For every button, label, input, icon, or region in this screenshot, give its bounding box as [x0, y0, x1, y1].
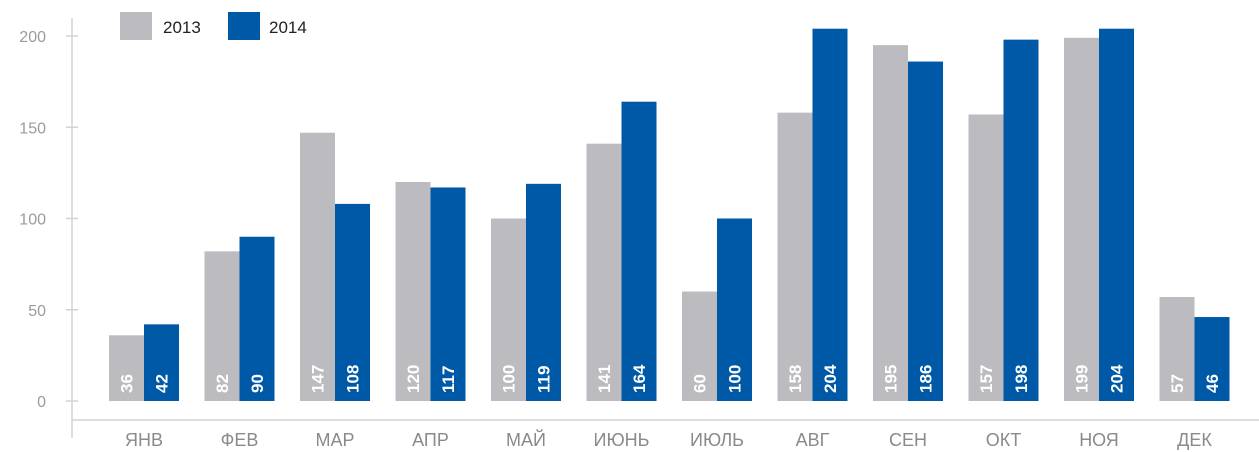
bar-2014: [239, 236, 275, 401]
x-tick-label: ИЮНЬ: [594, 430, 650, 450]
bar-value-label: 90: [248, 374, 267, 393]
bar-2014: [812, 28, 848, 401]
bar-value-label: 195: [882, 365, 901, 393]
bar-2013: [586, 143, 622, 402]
bar-value-label: 82: [213, 374, 232, 393]
y-tick-label: 0: [37, 394, 46, 411]
y-tick-label: 50: [28, 303, 46, 320]
bar-2013: [873, 45, 908, 401]
bar-value-label: 117: [439, 366, 458, 393]
bars: 36 42 ЯНВ 82 90 ФЕВ 147 108 МАР 120 117 АПР 100 119 МА…: [109, 28, 1230, 450]
bar-value-label: 164: [630, 364, 649, 393]
bar-value-label: 199: [1073, 365, 1092, 393]
bar-value-label: 120: [404, 365, 423, 393]
legend-label-2013: 2013: [163, 18, 201, 37]
x-tick-label: ФЕВ: [221, 430, 259, 450]
bar-value-label: 158: [786, 365, 805, 393]
bar-2014: [144, 324, 179, 401]
bar-value-label: 108: [344, 365, 363, 393]
x-tick-label: АВГ: [796, 430, 830, 450]
legend-swatch-2014: [228, 12, 260, 40]
y-tick-label: 100: [19, 212, 46, 229]
bar-2014: [908, 61, 943, 402]
legend: 2013 2014: [120, 12, 307, 40]
bar-value-label: 198: [1012, 365, 1031, 393]
bar-value-label: 186: [917, 365, 936, 393]
bar-value-label: 42: [153, 374, 172, 393]
x-tick-label: МАЙ: [506, 429, 546, 450]
bar-2014: [335, 203, 370, 401]
legend-swatch-2013: [120, 12, 152, 40]
bar-2013: [109, 335, 144, 401]
bar-2014: [1099, 28, 1134, 401]
bar-value-label: 204: [821, 364, 840, 393]
bar-value-label: 60: [691, 374, 710, 393]
bar-value-label: 57: [1168, 374, 1187, 393]
bar-2013: [777, 112, 813, 402]
y-tick-label: 150: [19, 120, 46, 137]
bar-value-label: 46: [1203, 374, 1222, 393]
x-tick-label: ДЕК: [1177, 430, 1212, 450]
bar-2013: [968, 114, 1004, 401]
legend-label-2014: 2014: [269, 18, 307, 37]
bar-2014: [430, 187, 466, 401]
bar-value-label: 119: [535, 366, 554, 393]
bar-2013: [1159, 296, 1195, 401]
bar-value-label: 100: [500, 365, 519, 393]
bar-2013: [204, 251, 240, 401]
bar-2014: [621, 101, 657, 401]
bar-2013: [300, 132, 335, 401]
bar-2014: [717, 218, 752, 401]
bar-2013: [1064, 37, 1099, 401]
bar-value-label: 204: [1108, 364, 1127, 393]
bar-2014: [526, 183, 561, 401]
x-tick-label: МАР: [315, 430, 354, 450]
bar-value-label: 157: [977, 365, 996, 393]
bar-2014: [1003, 39, 1039, 402]
x-tick-label: ОКТ: [986, 430, 1021, 450]
x-tick-label: ИЮЛЬ: [690, 430, 744, 450]
axes: 0 50 100 150 200: [19, 18, 1259, 438]
x-tick-label: СЕН: [889, 430, 927, 450]
x-tick-label: ЯНВ: [125, 430, 163, 450]
bar-2013: [395, 182, 431, 401]
bar-value-label: 147: [309, 365, 328, 393]
bar-value-label: 36: [118, 374, 137, 393]
bar-value-label: 141: [595, 365, 614, 393]
bar-2014: [1194, 317, 1230, 401]
bar-2013: [491, 218, 526, 401]
bar-2013: [682, 291, 717, 401]
x-tick-label: НОЯ: [1079, 430, 1119, 450]
x-tick-label: АПР: [412, 430, 449, 450]
bar-value-label: 100: [726, 365, 745, 393]
y-tick-label: 200: [19, 29, 46, 46]
